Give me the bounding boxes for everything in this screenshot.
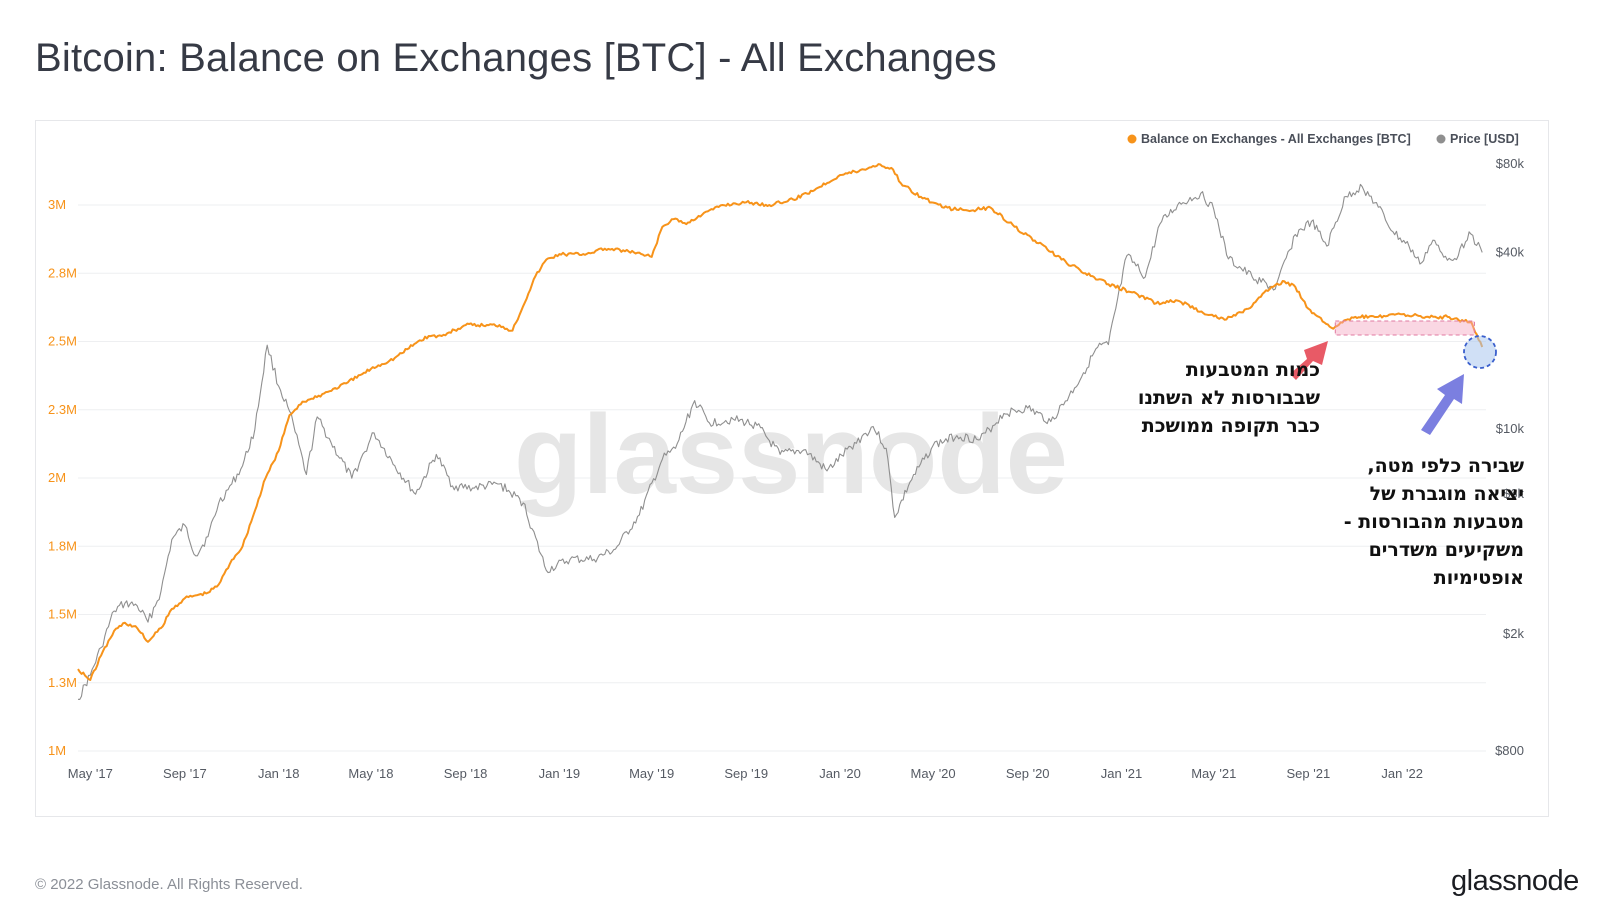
left-tick-label: 1.5M <box>48 607 77 622</box>
watermark: glassnode <box>514 392 1068 517</box>
left-tick-label: 2.3M <box>48 402 77 417</box>
chart-frame: glassnode 1M 1.3M 1.5M 1.8M 2M 2.3M 2.5M 2.8M 3M… <box>35 120 1549 817</box>
x-tick-label: May '19 <box>629 766 674 781</box>
annotation-line: כמות המטבעות <box>1185 359 1320 381</box>
arrow-blue-icon <box>1421 374 1464 435</box>
annotation-line: אופטימיות <box>1433 567 1524 589</box>
x-tick-label: May '20 <box>911 766 956 781</box>
legend-marker-balance <box>1127 134 1137 144</box>
legend-marker-price <box>1436 134 1446 144</box>
annotation-line: יציאה מוגברת של <box>1369 483 1524 505</box>
right-tick-label: $800 <box>1495 743 1524 758</box>
x-tick-label: Jan '18 <box>258 766 300 781</box>
series-lines <box>77 163 1484 700</box>
left-tick-label: 2.8M <box>48 265 77 280</box>
annotation-line: משקיעים משדרים <box>1368 539 1524 561</box>
x-tick-label: Sep '20 <box>1006 766 1050 781</box>
x-tick-label: Sep '18 <box>444 766 488 781</box>
right-tick-label: $10k <box>1496 421 1525 436</box>
series-line-price <box>77 183 1483 700</box>
glassnode-logo[interactable]: glassnode <box>1451 865 1579 897</box>
x-tick-label: May '17 <box>68 766 113 781</box>
x-tick-label: Jan '20 <box>819 766 861 781</box>
breakdown-highlight <box>1463 335 1497 369</box>
annotation-line: שבירה כלפי מטה, <box>1367 455 1524 477</box>
series-line-balance <box>77 163 1484 681</box>
arrow-red-icon <box>1290 341 1328 380</box>
balance-price-chart: glassnode 1M 1.3M 1.5M 1.8M 2M 2.3M 2.5M 2.8M 3M… <box>48 132 1524 781</box>
left-axis-ticks: 1M 1.3M 1.5M 1.8M 2M 2.3M 2.5M 2.8M 3M <box>48 197 77 758</box>
x-tick-label: Sep '19 <box>724 766 768 781</box>
right-tick-label: $80k <box>1496 156 1525 171</box>
legend-label-price: Price [USD] <box>1450 132 1519 146</box>
stable-range-highlight <box>1334 320 1475 336</box>
left-tick-label: 1M <box>48 743 66 758</box>
right-tick-label: $40k <box>1496 244 1525 259</box>
x-tick-label: Jan '22 <box>1381 766 1423 781</box>
x-tick-label: Jan '19 <box>539 766 581 781</box>
annotation-line: שבבורסות לא השתנו <box>1137 387 1320 409</box>
x-tick-label: Sep '21 <box>1287 766 1331 781</box>
annotation-line: מטבעות מהבורסות - <box>1343 511 1524 533</box>
left-tick-label: 1.3M <box>48 675 77 690</box>
page-title: Bitcoin: Balance on Exchanges [BTC] - Al… <box>35 36 997 80</box>
x-tick-label: Jan '21 <box>1101 766 1143 781</box>
left-tick-label: 2.5M <box>48 334 77 349</box>
annotation-breakdown: שבירה כלפי מטה, יציאה מוגברת של מטבעות מ… <box>1326 452 1524 592</box>
x-tick-label: May '21 <box>1191 766 1236 781</box>
left-tick-label: 2M <box>48 470 66 485</box>
right-tick-label: $2k <box>1503 626 1524 641</box>
legend: Balance on Exchanges - All Exchanges [BT… <box>1127 132 1519 146</box>
annotation-line: כבר תקופה ממושכת <box>1141 415 1320 437</box>
right-tick-label: $6k <box>1503 486 1524 501</box>
x-tick-label: May '18 <box>348 766 393 781</box>
x-axis-ticks: May '17 Sep '17 Jan '18 May '18 Sep '18 Jan '… <box>68 766 1423 781</box>
highlights <box>1290 320 1497 435</box>
annotation-stable-balance: כמות המטבעות שבבורסות לא השתנו כבר תקופה… <box>1116 356 1320 440</box>
x-tick-label: Sep '17 <box>163 766 207 781</box>
grid-lines <box>78 204 1486 752</box>
right-axis-ticks: $800 $2k $6k $10k $40k $80k <box>1495 156 1524 758</box>
copyright: © 2022 Glassnode. All Rights Reserved. <box>35 876 303 893</box>
legend-label-balance: Balance on Exchanges - All Exchanges [BT… <box>1141 132 1411 146</box>
left-tick-label: 3M <box>48 197 66 212</box>
left-tick-label: 1.8M <box>48 538 77 553</box>
